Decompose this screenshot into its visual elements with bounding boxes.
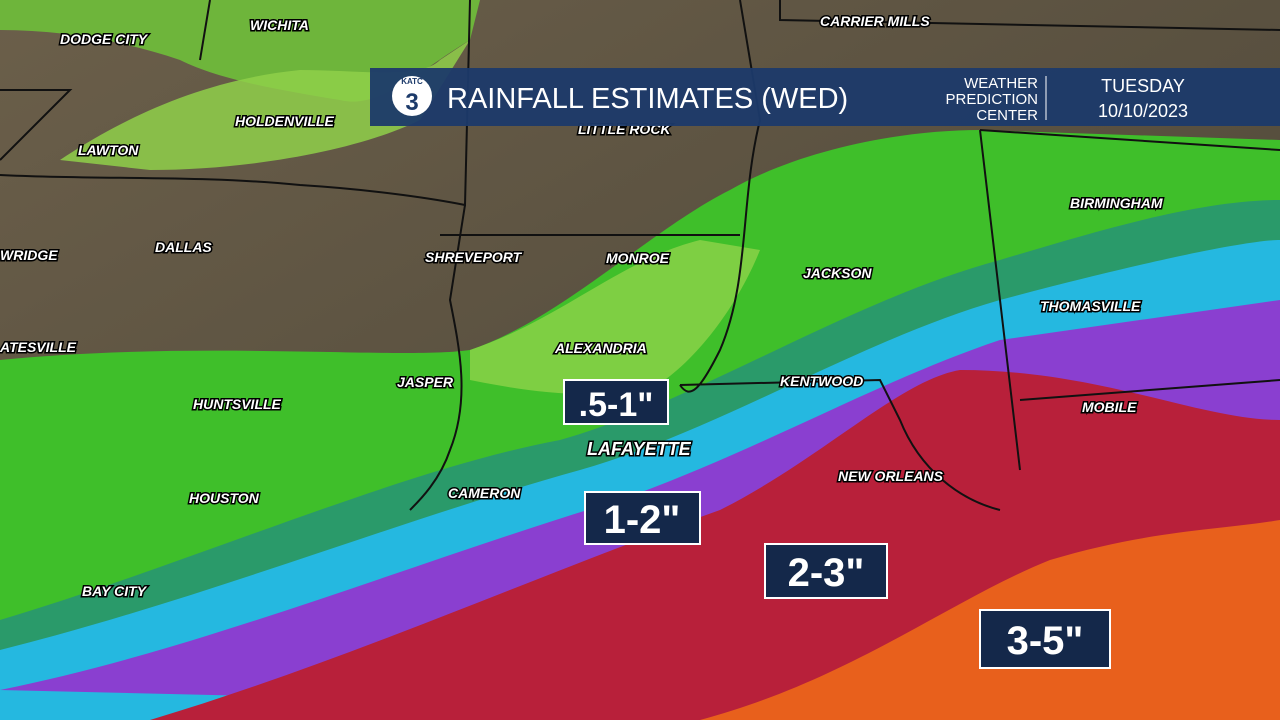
city-label: NEW ORLEANS: [838, 468, 944, 484]
city-label: JASPER: [397, 374, 454, 390]
rain-band-light: [470, 240, 760, 395]
city-label: MOBILE: [1082, 399, 1137, 415]
city-label: WICHITA: [250, 17, 309, 33]
city-label: CARRIER MILLS: [820, 13, 930, 29]
city-label: BAY CITY: [82, 583, 148, 599]
date-line: TUESDAY: [1101, 76, 1185, 96]
borders: [0, 0, 1280, 511]
rain-band-light: [60, 40, 470, 170]
logo-text: KATC: [401, 77, 423, 86]
city-label: WRIDGE: [0, 247, 58, 263]
city-label: LAWTON: [78, 142, 139, 158]
source-line: WEATHER: [964, 75, 1038, 92]
city-label: MONROE: [606, 250, 670, 266]
rain-label-box: 1-2": [584, 491, 701, 545]
header-title: RAINFALL ESTIMATES (WED): [447, 83, 848, 115]
city-label: HOLDENVILLE: [235, 113, 334, 129]
logo-badge: [392, 76, 432, 116]
label-box: [563, 379, 669, 425]
city-label: CAMERON: [448, 485, 521, 501]
header-background: [370, 68, 1280, 126]
rain-label-box: 3-5": [979, 609, 1111, 669]
logo-number: 3: [405, 89, 418, 116]
city-label: JACKSON: [803, 265, 872, 281]
city-label: BIRMINGHAM: [1070, 195, 1163, 211]
city-label: KENTWOOD: [780, 373, 863, 389]
label-box: [764, 543, 888, 599]
city-label: HOUSTON: [189, 490, 260, 506]
source-line: CENTER: [976, 107, 1038, 124]
city-label: ATESVILLE: [0, 339, 77, 355]
date-line: 10/10/2023: [1098, 101, 1188, 121]
rain-label: 1-2": [604, 498, 681, 542]
rain-label-box: .5-1": [563, 379, 669, 425]
city-label: DODGE CITY: [60, 31, 149, 47]
city-label: SHREVEPORT: [425, 249, 523, 265]
header-bar: KATC 3 RAINFALL ESTIMATES (WED) WEATHER …: [370, 68, 1280, 126]
label-box: [584, 491, 701, 545]
city-label: DALLAS: [155, 239, 212, 255]
rain-label: .5-1": [579, 386, 654, 424]
city-label: LAFAYETTE: [587, 439, 692, 459]
label-box: [979, 609, 1111, 669]
city-label: ALEXANDRIA: [554, 340, 647, 356]
rain-label-box: 2-3": [764, 543, 888, 599]
rain-label: 3-5": [1007, 619, 1084, 663]
rain-label: 2-3": [788, 551, 865, 595]
source-line: PREDICTION: [945, 91, 1038, 108]
city-label: THOMASVILLE: [1040, 298, 1141, 314]
city-label: HUNTSVILLE: [193, 396, 282, 412]
